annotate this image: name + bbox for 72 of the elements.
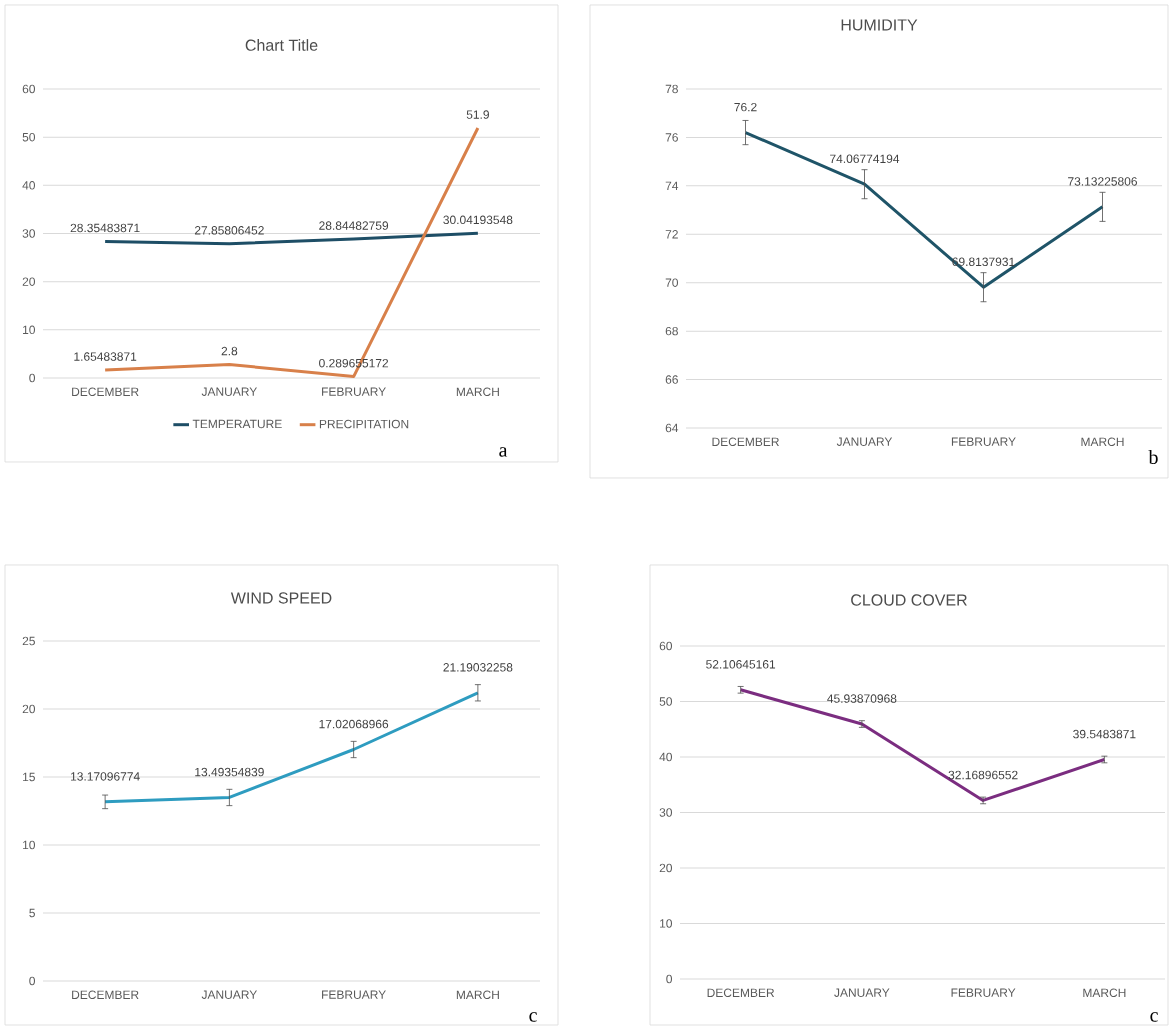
chart-title: WIND SPEED: [230, 592, 332, 604]
text: c: [1150, 1012, 1158, 1022]
y-tick-label: 30: [659, 808, 673, 817]
data-label: 27.85806452: [194, 226, 264, 235]
y-tick-label: 78: [665, 84, 678, 94]
y-tick-label: 10: [660, 919, 673, 928]
x-tick-label: DECEMBER: [712, 437, 779, 447]
y-tick-label: 60: [659, 641, 673, 651]
y-tick-label: 15: [23, 772, 35, 782]
y-tick-label: 5: [29, 908, 35, 918]
y-tick-label: 30: [22, 229, 36, 238]
x-tick-label: DECEMBER: [707, 988, 775, 998]
y-tick-label: 64: [665, 423, 679, 433]
text: c: [529, 1012, 537, 1022]
data-label: 52.10645161: [706, 660, 776, 669]
y-tick-label: 0: [29, 373, 36, 383]
y-tick-label: 60: [22, 84, 36, 94]
y-tick-label: 10: [23, 325, 36, 335]
data-label: 28.35483871: [70, 223, 140, 233]
data-label: 2.8: [221, 346, 238, 356]
data-label: 21.19032258: [443, 663, 513, 672]
y-tick-label: 20: [22, 277, 36, 286]
data-label: 32.16896552: [948, 770, 1018, 780]
x-tick-label: JANUARY: [836, 437, 893, 446]
y-tick-label: 72: [665, 230, 678, 239]
x-tick-label: FEBRUARY: [322, 990, 386, 999]
data-label: 73.13225806: [1068, 177, 1137, 186]
data-label: 28.84482759: [319, 221, 389, 230]
x-tick-label: DECEMBER: [72, 387, 139, 397]
data-label: 30.04193548: [443, 215, 513, 225]
legend-label: TEMPERATURE: [192, 419, 282, 429]
data-label: 74.06774194: [830, 154, 900, 163]
x-tick-label: MARCH: [456, 387, 499, 397]
y-tick-label: 76: [665, 133, 678, 142]
x-tick-label: MARCH: [1083, 988, 1126, 998]
y-tick-label: 68: [665, 326, 678, 336]
chart-title: HUMIDITY: [841, 19, 918, 31]
data-label: 51.9: [466, 110, 489, 119]
data-label: 39.5483871: [1073, 729, 1136, 739]
data-label: 76.2: [734, 102, 757, 112]
data-label: 13.49354839: [195, 767, 264, 777]
x-tick-label: FEBRUARY: [951, 988, 1016, 997]
chart-title: CLOUD COVER: [851, 594, 967, 606]
data-label: 45.93870968: [827, 694, 897, 703]
x-tick-label: MARCH: [1081, 437, 1124, 447]
y-tick-label: 10: [23, 840, 36, 850]
y-tick-label: 74: [665, 181, 679, 190]
y-tick-label: 25: [22, 636, 35, 646]
data-label: 17.02068966: [319, 719, 389, 729]
y-tick-label: 0: [666, 974, 673, 984]
y-tick-label: 66: [665, 375, 678, 384]
legend-label: PRECIPITATION: [319, 419, 409, 429]
y-tick-label: 0: [29, 976, 36, 986]
chart-title: Chart Title: [245, 39, 318, 51]
x-tick-label: FEBRUARY: [951, 437, 1016, 446]
y-tick-label: 50: [659, 697, 673, 706]
x-tick-label: JANUARY: [201, 387, 257, 396]
x-tick-label: MARCH: [456, 990, 499, 1000]
y-tick-label: 70: [665, 278, 679, 287]
x-tick-label: JANUARY: [201, 990, 257, 999]
y-tick-label: 20: [659, 863, 673, 873]
y-tick-label: 20: [22, 704, 36, 714]
data-label: 13.17096774: [71, 772, 140, 781]
text: b: [1148, 449, 1158, 465]
text: a: [499, 447, 508, 457]
y-tick-label: 40: [22, 181, 36, 190]
y-tick-label: 50: [22, 132, 36, 142]
y-tick-label: 40: [659, 752, 673, 762]
x-tick-label: JANUARY: [834, 988, 890, 997]
x-tick-label: FEBRUARY: [322, 387, 386, 396]
x-tick-label: DECEMBER: [72, 990, 139, 1000]
data-label: 1.65483871: [74, 352, 137, 361]
